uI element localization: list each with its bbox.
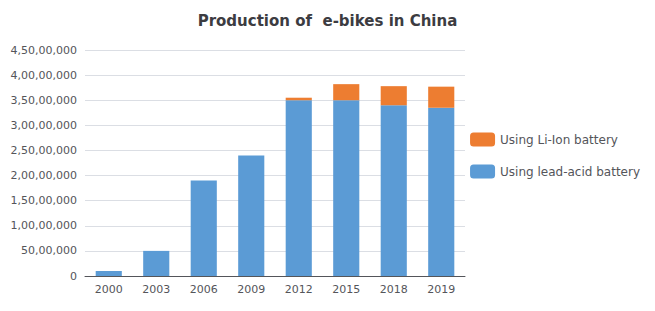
svg-text:2009: 2009 [237,283,265,296]
svg-text:2012: 2012 [285,283,313,296]
svg-text:2,50,00,000: 2,50,00,000 [11,144,77,157]
svg-text:2015: 2015 [332,283,360,296]
svg-text:2018: 2018 [380,283,408,296]
svg-text:4,50,00,000: 4,50,00,000 [11,44,77,57]
svg-text:3,00,00,000: 3,00,00,000 [11,119,77,132]
svg-text:3,50,00,000: 3,50,00,000 [11,94,77,107]
svg-text:1,50,00,000: 1,50,00,000 [11,194,77,207]
svg-text:2006: 2006 [190,283,218,296]
svg-text:Using Li-Ion battery: Using Li-Ion battery [500,133,618,147]
svg-text:Using lead-acid battery: Using lead-acid battery [500,165,640,179]
svg-text:4,00,00,000: 4,00,00,000 [11,69,77,82]
svg-text:1,00,00,000: 1,00,00,000 [11,219,77,232]
svg-text:2019: 2019 [427,283,455,296]
svg-text:0: 0 [70,270,77,283]
svg-text:2000: 2000 [95,283,123,296]
svg-text:2,00,00,000: 2,00,00,000 [11,169,77,182]
svg-text:Production of e-bikes in Chin: Production of e-bikes in China [198,12,458,30]
svg-text:2003: 2003 [142,283,170,296]
svg-text:50,00,000: 50,00,000 [21,244,77,257]
